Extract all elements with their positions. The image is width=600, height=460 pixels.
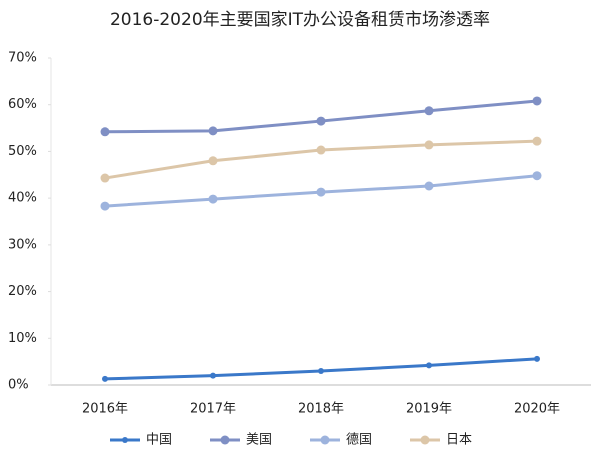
legend-marker: [220, 435, 230, 445]
y-tick-label: 0%: [8, 378, 29, 393]
legend-label: 德国: [346, 433, 372, 448]
data-point: [100, 173, 110, 183]
data-point: [532, 136, 542, 146]
data-point: [208, 126, 218, 136]
y-tick-label: 50%: [8, 144, 37, 159]
y-tick-label: 20%: [8, 284, 37, 299]
data-point: [424, 181, 434, 191]
x-tick-label: 2019年: [406, 402, 452, 417]
chart-title: 2016-2020年主要国家IT办公设备租赁市场渗透率: [110, 10, 490, 30]
legend-label: 中国: [146, 433, 172, 448]
data-point: [426, 362, 432, 369]
legend-marker: [420, 435, 430, 445]
legend-label: 美国: [246, 433, 272, 448]
data-point: [316, 116, 326, 126]
data-point: [532, 171, 542, 181]
legend-label: 日本: [446, 433, 472, 448]
data-point: [316, 187, 326, 197]
legend-marker: [122, 437, 128, 443]
data-point: [208, 156, 218, 166]
data-point: [100, 201, 110, 211]
x-tick-label: 2018年: [298, 402, 344, 417]
data-point: [424, 140, 434, 150]
y-tick-label: 70%: [8, 51, 37, 66]
data-point: [534, 355, 540, 362]
series-line: [104, 99, 538, 134]
data-point: [100, 127, 110, 137]
x-tick-label: 2017年: [190, 402, 236, 417]
y-tick-label: 10%: [8, 331, 37, 346]
data-point: [210, 372, 216, 379]
x-tick-label: 2016年: [82, 402, 128, 417]
data-point: [102, 375, 108, 382]
y-tick-label: 60%: [8, 97, 37, 112]
data-point: [532, 96, 542, 106]
y-tick-label: 40%: [8, 191, 37, 206]
data-point: [424, 106, 434, 116]
y-tick-label: 30%: [8, 237, 37, 252]
data-point: [316, 145, 326, 155]
x-tick-label: 2020年: [514, 402, 560, 417]
data-point: [318, 367, 324, 374]
data-point: [208, 194, 218, 204]
legend-marker: [320, 435, 330, 445]
